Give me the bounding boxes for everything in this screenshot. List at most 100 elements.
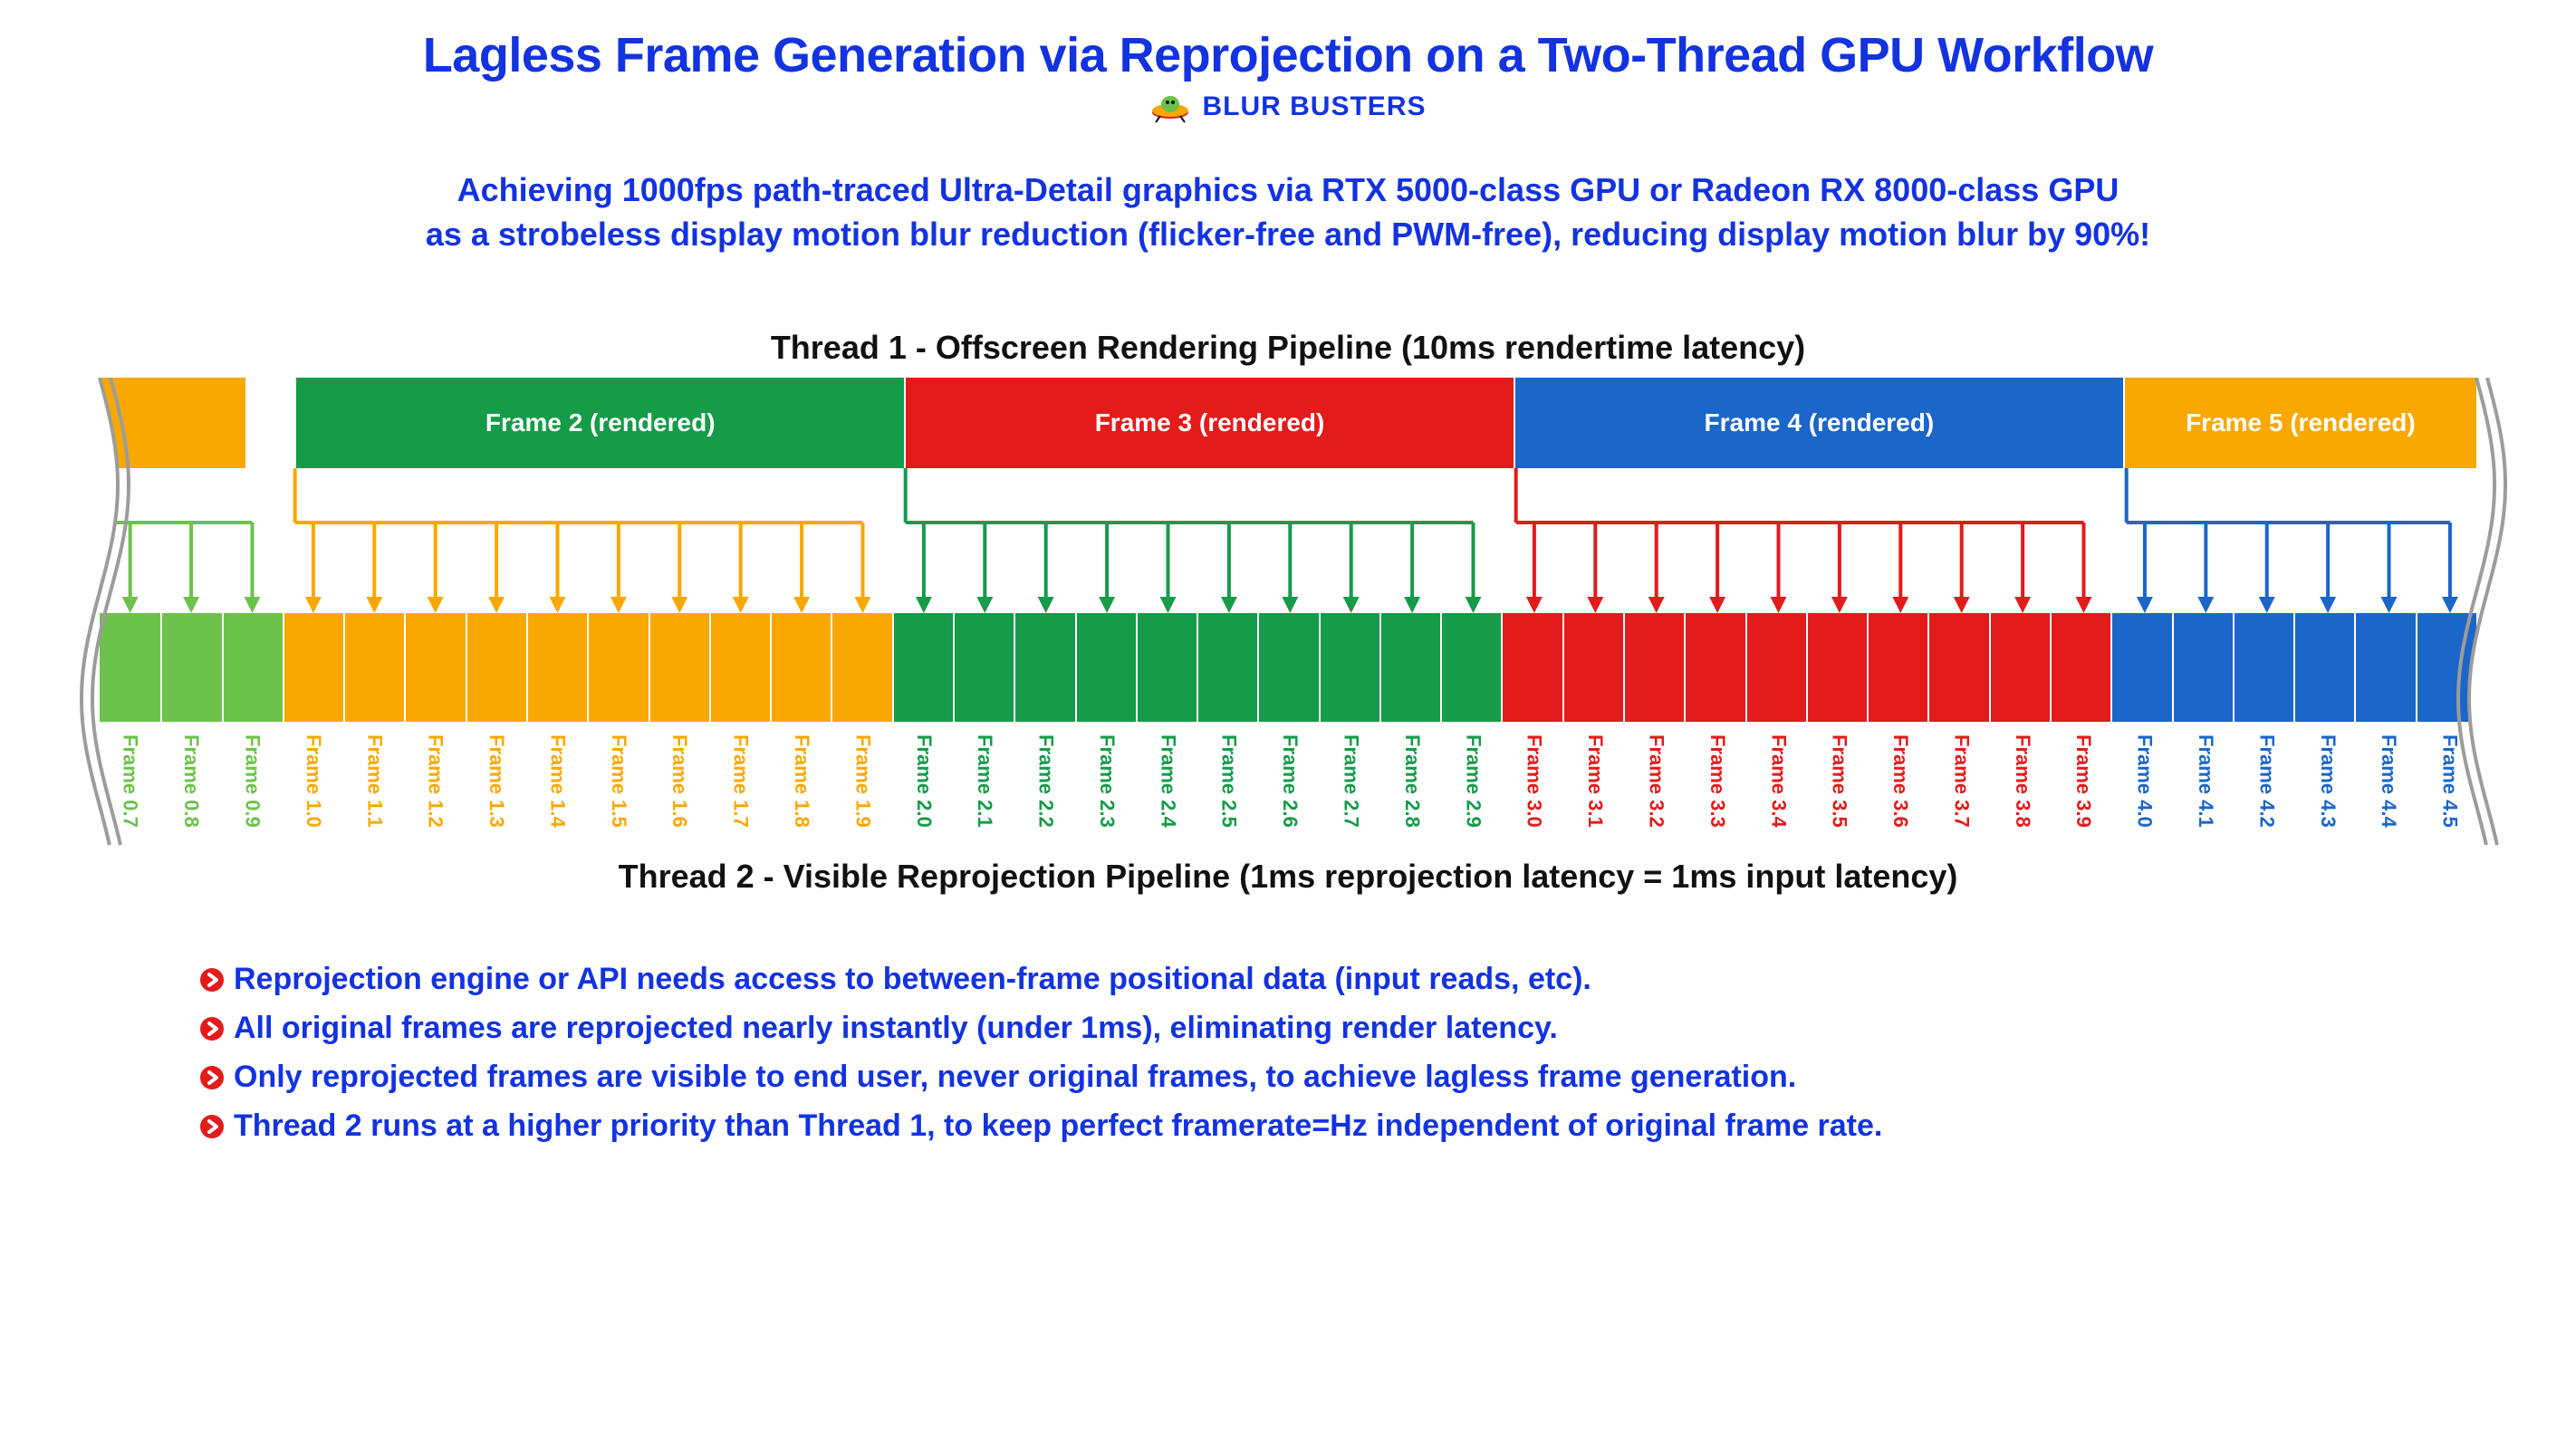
thread2-block — [526, 613, 587, 722]
thread2-block — [2110, 613, 2171, 722]
thread2-label: Thread 2 - Visible Reprojection Pipeline… — [54, 858, 2522, 896]
thread2-block — [587, 613, 648, 722]
arrows-area — [100, 468, 2476, 613]
thread2-block — [466, 613, 526, 722]
thread2-block — [2293, 613, 2354, 722]
thread2-block — [1197, 613, 1257, 722]
ufo-icon — [1149, 91, 1191, 123]
thread2-frame-label: Frame 1.8 — [771, 731, 831, 849]
thread2-block — [1440, 613, 1501, 722]
thread2-frame-label: Frame 1.0 — [283, 731, 343, 849]
thread2-frame-label: Frame 3.1 — [1564, 731, 1625, 849]
thread2-block — [649, 613, 709, 722]
page-title: Lagless Frame Generation via Reprojectio… — [54, 27, 2522, 83]
thread1-block: Frame 4 (rendered) — [1514, 378, 2123, 468]
thread2-block — [1989, 613, 2050, 722]
chevron-circle-icon — [199, 1114, 225, 1139]
thread1-block — [100, 378, 245, 468]
thread2-block — [1136, 613, 1197, 722]
thread2-block — [770, 613, 831, 722]
thread1-block: Frame 2 (rendered) — [294, 378, 904, 468]
bullet-item: Thread 2 runs at a higher priority than … — [199, 1106, 2522, 1147]
thread2-block — [2354, 613, 2415, 722]
bullet-item: Only reprojected frames are visible to e… — [199, 1057, 2522, 1099]
thread2-frame-label: Frame 1.9 — [832, 731, 893, 849]
thread2-block — [160, 613, 221, 722]
thread1-gap — [245, 378, 294, 468]
thread2-frame-label: Frame 2.2 — [1015, 731, 1076, 849]
thread2-block — [1319, 613, 1379, 722]
chevron-circle-icon — [199, 1016, 225, 1041]
diagram: Thread 1 - Offscreen Rendering Pipeline … — [54, 329, 2522, 896]
bullets-list: Reprojection engine or API needs access … — [54, 959, 2522, 1147]
thread2-block — [1562, 613, 1623, 722]
thread2-block — [831, 613, 891, 722]
thread2-frame-label: Frame 2.5 — [1198, 731, 1259, 849]
thread2-block — [100, 613, 160, 722]
thread2-frame-label: Frame 4.3 — [2297, 731, 2358, 849]
thread2-frame-label: Frame 2.1 — [954, 731, 1014, 849]
bullet-text: Only reprojected frames are visible to e… — [234, 1057, 1796, 1099]
brand-text: BLUR BUSTERS — [1202, 91, 1426, 122]
thread2-frame-label: Frame 0.9 — [222, 731, 283, 849]
thread2-row — [100, 613, 2476, 722]
thread2-block — [2416, 613, 2476, 722]
thread2-block — [709, 613, 770, 722]
thread2-block — [1806, 613, 1867, 722]
brand-row: BLUR BUSTERS — [54, 91, 2522, 123]
thread2-block — [1379, 613, 1440, 722]
thread2-block — [953, 613, 1014, 722]
thread1-block: Frame 3 (rendered) — [904, 378, 1514, 468]
chevron-circle-icon — [199, 967, 225, 993]
thread2-frame-label: Frame 2.6 — [1259, 731, 1320, 849]
subtitle: Achieving 1000fps path-traced Ultra-Deta… — [54, 168, 2522, 256]
thread2-frame-label: Frame 1.5 — [588, 731, 649, 849]
thread2-frame-label: Frame 0.7 — [100, 731, 160, 849]
thread2-frame-label: Frame 4.4 — [2358, 731, 2418, 849]
thread2-frame-label: Frame 1.4 — [527, 731, 588, 849]
thread2-block — [1745, 613, 1806, 722]
thread2-frame-label: Frame 2.3 — [1076, 731, 1137, 849]
thread2-frame-label: Frame 2.7 — [1321, 731, 1381, 849]
thread2-block — [1501, 613, 1562, 722]
thread2-frame-label: Frame 1.7 — [710, 731, 771, 849]
bullet-text: All original frames are reprojected near… — [234, 1008, 1558, 1050]
thread2-block — [343, 613, 404, 722]
thread2-block — [1927, 613, 1988, 722]
thread2-block — [1014, 613, 1074, 722]
thread2-frame-label: Frame 2.0 — [893, 731, 954, 849]
thread2-block — [2172, 613, 2233, 722]
bullet-item: Reprojection engine or API needs access … — [199, 959, 2522, 1001]
thread2-frame-label: Frame 4.0 — [2114, 731, 2175, 849]
subtitle-line1: Achieving 1000fps path-traced Ultra-Deta… — [457, 171, 2119, 208]
thread2-frame-label: Frame 3.3 — [1687, 731, 1747, 849]
thread2-frame-label: Frame 1.3 — [466, 731, 526, 849]
thread2-block — [2050, 613, 2110, 722]
thread2-frame-label: Frame 1.2 — [405, 731, 466, 849]
thread2-label-row: Frame 0.7Frame 0.8Frame 0.9Frame 1.0Fram… — [100, 731, 2476, 849]
thread2-frame-label: Frame 2.8 — [1381, 731, 1442, 849]
subtitle-line2: as a strobeless display motion blur redu… — [426, 216, 2150, 253]
bullet-item: All original frames are reprojected near… — [199, 1008, 2522, 1050]
bullet-text: Reprojection engine or API needs access … — [234, 959, 1591, 1001]
thread2-frame-label: Frame 4.1 — [2175, 731, 2235, 849]
thread2-block — [283, 613, 343, 722]
thread2-block — [222, 613, 283, 722]
thread2-block — [2233, 613, 2293, 722]
thread2-frame-label: Frame 0.8 — [160, 731, 221, 849]
thread2-block — [1075, 613, 1136, 722]
thread2-frame-label: Frame 4.2 — [2236, 731, 2297, 849]
thread2-frame-label: Frame 2.4 — [1138, 731, 1198, 849]
thread2-frame-label: Frame 3.7 — [1931, 731, 1992, 849]
thread2-block — [892, 613, 953, 722]
thread2-frame-label: Frame 3.8 — [1992, 731, 2052, 849]
bullet-text: Thread 2 runs at a higher priority than … — [234, 1106, 1882, 1147]
arrows-svg — [100, 468, 2482, 613]
thread2-block — [1623, 613, 1684, 722]
thread1-label: Thread 1 - Offscreen Rendering Pipeline … — [54, 329, 2522, 367]
thread2-frame-label: Frame 3.5 — [1809, 731, 1870, 849]
thread2-block — [1867, 613, 1927, 722]
thread2-frame-label: Frame 1.6 — [649, 731, 710, 849]
thread2-frame-label: Frame 3.2 — [1626, 731, 1687, 849]
thread2-frame-label: Frame 1.1 — [344, 731, 405, 849]
